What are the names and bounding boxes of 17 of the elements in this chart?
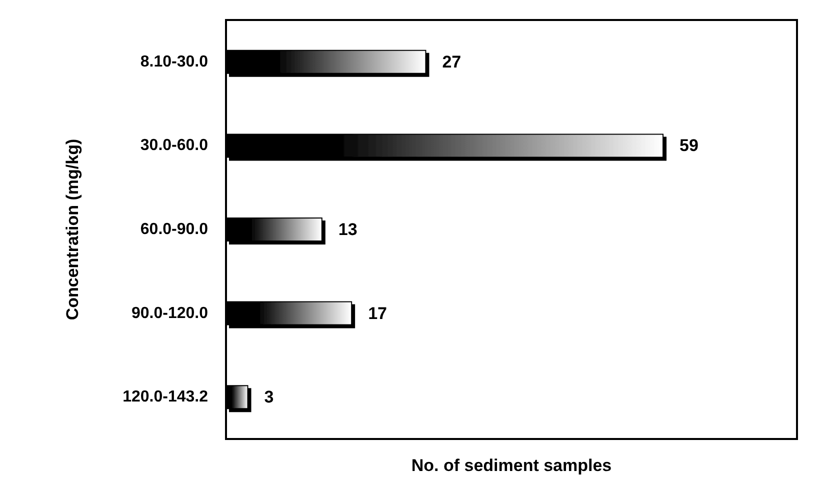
bar: [226, 218, 322, 242]
y-tick-label: 8.10-30.0: [140, 53, 208, 70]
data-label: 13: [338, 220, 358, 239]
y-tick-label: 120.0-143.2: [122, 388, 208, 406]
data-label: 59: [680, 136, 698, 156]
data-label: 17: [368, 304, 387, 323]
x-axis-title: No. of sediment samples: [411, 456, 612, 475]
bar: [226, 134, 664, 158]
bar: [226, 385, 248, 410]
y-tick-label: 30.0-60.0: [140, 137, 208, 154]
y-tick-label: 90.0-120.0: [131, 304, 208, 322]
data-label: 27: [442, 52, 462, 72]
bar: [226, 301, 352, 326]
data-label: 3: [264, 388, 274, 407]
y-tick-label: 60.0-90.0: [140, 221, 208, 238]
bar: [226, 50, 426, 74]
y-axis-title: Concentration (mg/kg): [63, 138, 82, 320]
